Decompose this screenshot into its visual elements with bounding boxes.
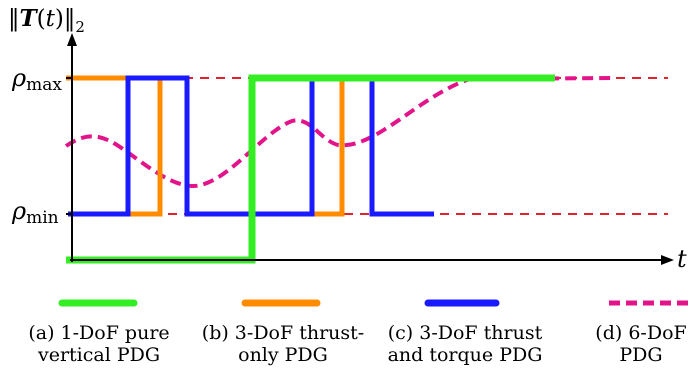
rho-min-label: ρmin — [11, 197, 59, 228]
legend-caption-d: (d) 6-DoF PDG — [592, 322, 690, 366]
series-d-6dof-pdg — [64, 76, 616, 189]
legend-caption-c-line2: and torque PDG — [387, 344, 543, 366]
legend-caption-c-line1: (c) 3-DoF thrust — [387, 322, 543, 344]
legend-caption-a-line1: (a) 1-DoF pure — [28, 322, 170, 344]
legend-caption-c: (c) 3-DoF thrust and torque PDG — [382, 322, 548, 366]
legend-caption-a-line2: vertical PDG — [37, 344, 161, 366]
rho-max-label: ρmax — [11, 64, 62, 95]
legend-caption-b-line1: (b) 3-DoF thrust- — [201, 322, 365, 344]
x-axis-arrowhead — [661, 255, 674, 265]
legend-caption-d-line2: PDG — [619, 344, 663, 366]
legend-caption-a: (a) 1-DoF pure vertical PDG — [20, 322, 178, 366]
y-axis-label: ‖T(t)‖2 — [8, 5, 85, 36]
legend-caption-b-line2: only PDG — [238, 344, 328, 366]
y-axis-arrowhead — [67, 33, 77, 46]
legend-caption-d-line1: (d) 6-DoF — [595, 322, 687, 344]
legend-caption-b: (b) 3-DoF thrust- only PDG — [200, 322, 366, 366]
x-axis-label: t — [677, 245, 687, 273]
